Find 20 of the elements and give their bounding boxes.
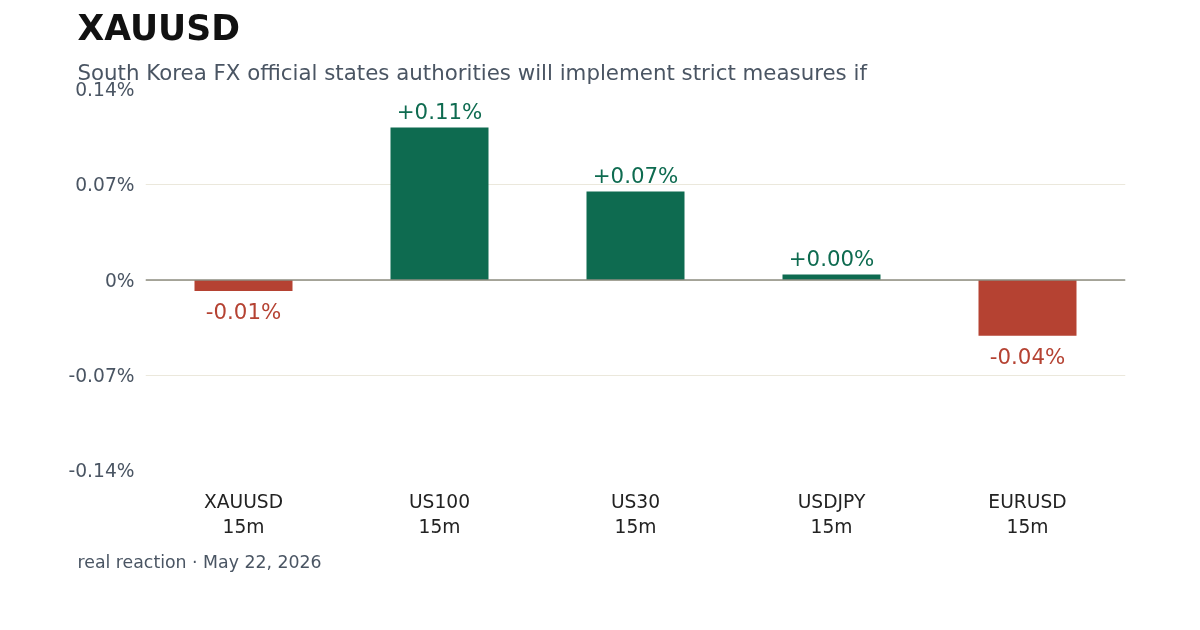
bar — [978, 280, 1077, 336]
x-tick-label: US100 15m — [408, 490, 471, 537]
data-label: +0.07% — [592, 162, 679, 188]
data-label: +0.00% — [788, 245, 875, 271]
data-label: -0.01% — [205, 298, 282, 324]
bar — [194, 280, 293, 291]
x-tick-label: EURUSD 15m — [988, 490, 1067, 537]
x-tick-label: XAUUSD 15m — [203, 490, 284, 537]
y-tick-label: -0.14% — [68, 460, 135, 481]
bar — [390, 127, 489, 280]
bar — [586, 191, 685, 280]
y-tick-label: -0.07% — [68, 364, 135, 386]
data-label: -0.04% — [989, 343, 1066, 369]
chart-title: XAUUSD — [77, 7, 240, 48]
y-tick-label: 0.07% — [75, 174, 135, 196]
text: real reaction · May 22, 2026 — [77, 551, 322, 572]
x-tick-label: USDJPY 15m — [797, 490, 866, 537]
y-tick-label: 0% — [104, 269, 135, 291]
data-label: +0.11% — [396, 98, 483, 124]
x-tick-label: US30 15m — [610, 490, 661, 537]
